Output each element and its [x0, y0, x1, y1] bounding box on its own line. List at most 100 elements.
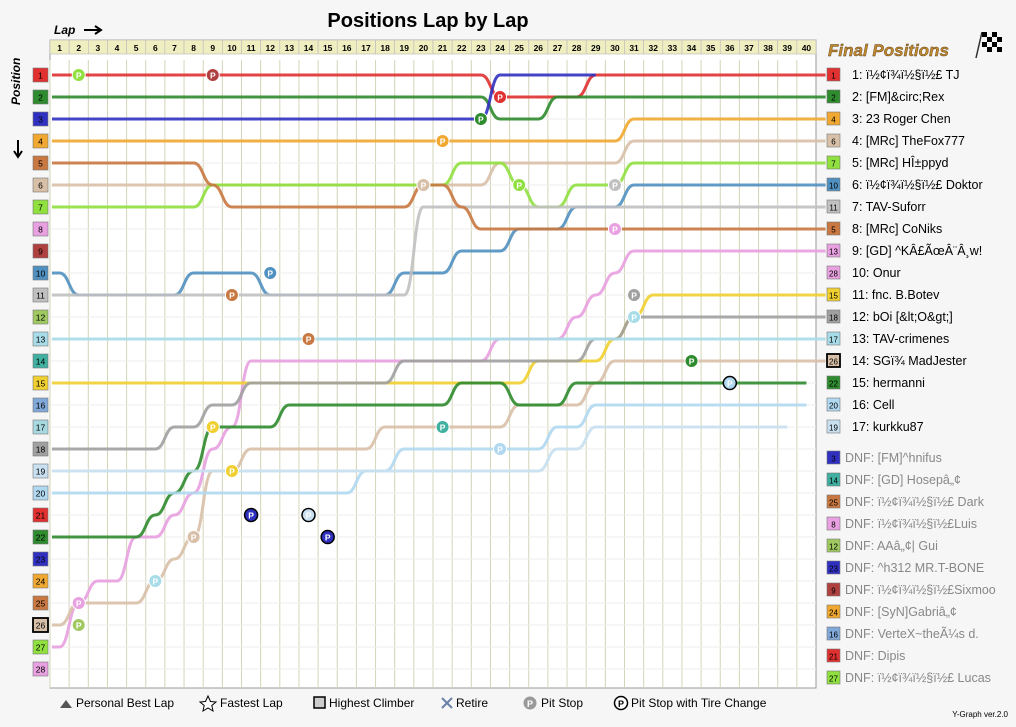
pit-stop-marker: [512, 178, 527, 192]
final-position-number: 4: [831, 115, 836, 124]
dnf-label: DNF: ï½¢ï¾ï½§ï½£ Dark: [845, 495, 985, 509]
pit-stop-glyph: P: [497, 92, 503, 102]
start-position-badge: [32, 441, 49, 457]
final-position-number: 2: [831, 93, 836, 102]
pit-stop-glyph: P: [727, 378, 733, 388]
legend-fastest-label: Fastest Lap: [220, 696, 283, 710]
final-position-label: 12: bOi [&lt;O&gt;]: [852, 310, 953, 324]
start-position-badge: [32, 551, 49, 567]
driver-line: [52, 161, 826, 231]
lap-header: 1 2 3 4 5 6 7 8 9 10 11 12 13 14 15 16 17 18 19 20 21 22 23 24 2…: [49, 39, 817, 55]
driver-line: [52, 95, 826, 121]
start-position-badge: [32, 573, 49, 589]
dnf-label: DNF: ï½¢ï¾ï½§ï½£Sixmoo: [845, 583, 996, 597]
start-position-label: 21: [36, 511, 46, 521]
lap-number: 11: [247, 43, 256, 53]
start-position-badge: [32, 67, 49, 83]
pit-stop-marker: [71, 596, 86, 610]
dnf-badge: [826, 538, 841, 553]
pit-stop-glyph: P: [689, 356, 695, 366]
lap-number: 19: [400, 43, 410, 53]
pit-stop-glyph: P: [306, 510, 312, 520]
dnf-label: DNF: ^h312 MR.T-BONE: [845, 561, 984, 575]
lap-number: 12: [265, 43, 275, 53]
pit-stop-icon: [523, 696, 537, 710]
lap-number: 17: [361, 43, 371, 53]
final-position-badge: [826, 221, 841, 236]
legend-pit-tire-label: Pit Stop with Tire Change: [631, 696, 767, 710]
final-position-label: 13: TAV-crimenes: [852, 332, 949, 346]
final-position-badge: [826, 133, 841, 148]
pit-stop-marker: [627, 310, 642, 324]
final-position-badge: [826, 419, 841, 434]
lap-number: 32: [648, 43, 658, 53]
dnf-badge: [826, 472, 841, 487]
lap-number: 24: [495, 43, 505, 53]
lap-number: 20: [419, 43, 429, 53]
final-position-number: 11: [829, 203, 838, 212]
pit-stop-glyph: P: [421, 180, 427, 190]
lap-number: 4: [115, 43, 120, 53]
legend-pit-label: Pit Stop: [541, 696, 583, 710]
pit-tire-icon-glyph: P: [618, 699, 624, 709]
start-position-badge: [32, 309, 49, 325]
pit-stop-marker: [205, 420, 220, 434]
final-position-badge: [826, 331, 841, 346]
pit-stop-glyph: P: [76, 598, 82, 608]
dnf-badge: [826, 626, 841, 641]
start-position-label: 12: [36, 313, 46, 323]
start-position-label: 2: [38, 93, 43, 103]
final-position-badge: [826, 67, 841, 82]
lap-number: 7: [172, 43, 177, 53]
lap-number: 13: [285, 43, 295, 53]
final-position-label: 5: [MRc] HÎ±ppyd: [852, 155, 949, 170]
pit-stop-marker: [607, 222, 622, 236]
start-position-badge: [32, 529, 49, 545]
final-position-badge: [826, 155, 841, 170]
pit-stop-marker: [607, 178, 622, 192]
final-position-number: 15: [829, 291, 838, 300]
final-position-label: 8: [MRc] CoNiks: [852, 222, 942, 236]
pit-stop-marker: [435, 420, 450, 434]
lap-number: 28: [572, 43, 582, 53]
dnf-badge: [826, 604, 841, 619]
start-position-label: 13: [36, 335, 46, 345]
final-position-label: 9: [GD] ^KÂ£ÃœÂ¨Â¸w!: [852, 243, 982, 258]
final-position-number: 20: [829, 401, 838, 410]
final-position-number: 5: [831, 225, 836, 234]
start-position-badge: [32, 353, 49, 369]
final-position-number: 6: [831, 137, 836, 146]
lap-number: 3: [96, 43, 101, 53]
final-position-number: 28: [829, 269, 838, 278]
start-position-badge: [32, 397, 49, 413]
lap-number: 1: [57, 43, 62, 53]
dnf-number: 3: [831, 454, 836, 463]
start-position-badge: [32, 375, 49, 391]
dnf-number: 9: [831, 586, 836, 595]
pit-stop-glyph: P: [440, 136, 446, 146]
lap-number: 10: [227, 43, 237, 53]
pit-stop-marker: [148, 574, 163, 588]
pit-stop-marker: [263, 266, 278, 280]
start-position-badge: [32, 199, 49, 215]
lap-number: 8: [191, 43, 196, 53]
y-axis-label: Position: [9, 58, 23, 105]
pit-stop-glyph: P: [440, 422, 446, 432]
start-position-label: 15: [36, 379, 46, 389]
start-position-label: 4: [38, 137, 43, 147]
dnf-label: DNF: [FM]^hnifus: [845, 451, 942, 465]
dnf-badge: [826, 494, 841, 509]
final-position-label: 4: [MRc] TheFox777: [852, 134, 965, 148]
dnf-number: 27: [829, 674, 838, 683]
final-position-label: 6: ï½¢ï¾ï½§ï½£ Doktor: [852, 178, 983, 192]
pit-stop-marker: [493, 90, 508, 104]
pit-stop-marker: [320, 529, 335, 545]
start-position-badge: [32, 595, 49, 611]
final-position-badge: [826, 353, 841, 368]
start-position-label: 6: [38, 181, 43, 191]
lap-number: 23: [476, 43, 486, 53]
pit-stop-glyph: P: [612, 224, 618, 234]
final-position-label: 11: fnc. B.Botev: [852, 288, 940, 302]
